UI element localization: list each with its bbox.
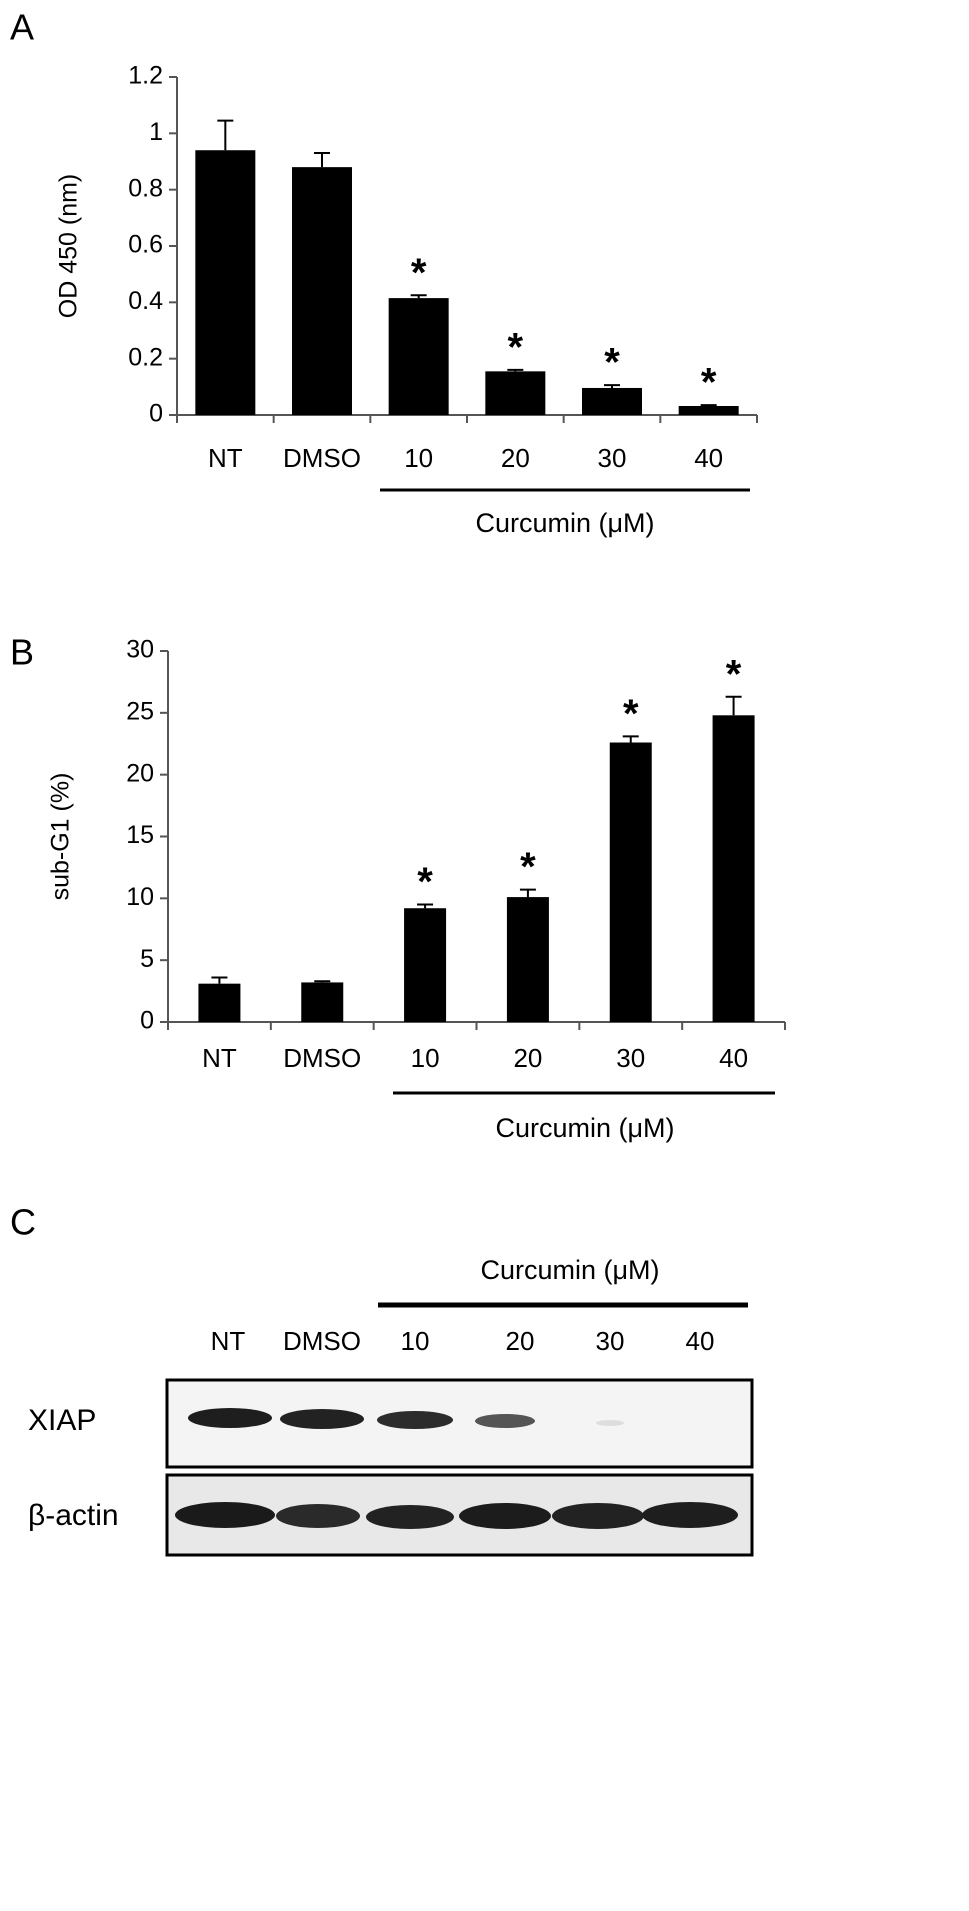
error-bar bbox=[622, 735, 639, 743]
group-label: Curcumin (μM) bbox=[480, 1255, 659, 1285]
error-bar bbox=[519, 888, 536, 898]
y-tick-label: 0.2 bbox=[128, 343, 163, 371]
y-tick-label: 5 bbox=[140, 945, 154, 973]
y-axis-label: OD 450 (nm) bbox=[55, 174, 83, 318]
panel-label: B bbox=[10, 632, 34, 673]
bar bbox=[506, 897, 549, 1022]
bar bbox=[292, 167, 352, 415]
lane-label: 40 bbox=[686, 1326, 715, 1356]
significance-label: * bbox=[726, 652, 742, 696]
lane-label: NT bbox=[211, 1326, 246, 1356]
bar bbox=[712, 715, 755, 1022]
y-tick-label: 0.4 bbox=[128, 287, 163, 315]
error-bar bbox=[700, 404, 717, 407]
x-tick-label: NT bbox=[202, 1043, 237, 1073]
x-tick-label: 40 bbox=[694, 443, 723, 473]
y-axis-label: sub-G1 (%) bbox=[47, 773, 75, 901]
lane-label: DMSO bbox=[283, 1326, 361, 1356]
x-tick-label: 20 bbox=[513, 1043, 542, 1073]
error-bar bbox=[211, 976, 228, 984]
lane-label: 10 bbox=[401, 1326, 430, 1356]
significance-label: * bbox=[508, 325, 524, 369]
bar bbox=[609, 742, 652, 1022]
x-tick-label: 30 bbox=[598, 443, 627, 473]
x-tick-label: 20 bbox=[501, 443, 530, 473]
row-label: β-actin bbox=[28, 1499, 119, 1532]
x-tick-label: 40 bbox=[719, 1043, 748, 1073]
error-bar bbox=[417, 903, 434, 909]
significance-label: * bbox=[604, 341, 620, 385]
y-tick-label: 15 bbox=[126, 821, 154, 849]
bar bbox=[404, 908, 447, 1022]
x-tick-label: DMSO bbox=[283, 1043, 361, 1073]
blot-actin bbox=[165, 1473, 754, 1557]
bar bbox=[678, 405, 739, 415]
error-bar bbox=[725, 695, 742, 716]
y-tick-label: 0.8 bbox=[128, 174, 163, 202]
significance-label: * bbox=[411, 251, 427, 295]
x-tick-label: DMSO bbox=[283, 443, 361, 473]
blot-xiap bbox=[165, 1378, 754, 1469]
lane-label: 20 bbox=[506, 1326, 535, 1356]
x-tick-label: 10 bbox=[411, 1043, 440, 1073]
y-tick-label: 1.2 bbox=[128, 62, 163, 90]
x-tick-label: 30 bbox=[616, 1043, 645, 1073]
bar bbox=[485, 371, 546, 415]
y-tick-label: 0.6 bbox=[128, 231, 163, 259]
row-label: XIAP bbox=[28, 1404, 96, 1437]
error-bar bbox=[604, 384, 620, 388]
significance-label: * bbox=[520, 845, 536, 889]
error-bar bbox=[314, 152, 330, 168]
bar bbox=[582, 387, 642, 415]
error-bar bbox=[314, 980, 331, 983]
significance-label: * bbox=[701, 361, 717, 405]
y-tick-label: 0 bbox=[149, 400, 163, 428]
error-bar bbox=[410, 294, 427, 299]
error-bar bbox=[507, 368, 524, 372]
group-label: Curcumin (μM) bbox=[475, 508, 654, 538]
y-tick-label: 20 bbox=[126, 759, 154, 787]
x-tick-label: 10 bbox=[404, 443, 433, 473]
x-tick-label: NT bbox=[208, 443, 243, 473]
bar bbox=[388, 298, 449, 415]
panel-label: C bbox=[10, 1202, 36, 1243]
panel-label: A bbox=[10, 7, 34, 48]
group-label: Curcumin (μM) bbox=[495, 1113, 674, 1143]
bar bbox=[198, 983, 241, 1022]
y-tick-label: 10 bbox=[126, 883, 154, 911]
y-tick-label: 25 bbox=[126, 697, 154, 725]
significance-label: * bbox=[623, 692, 639, 736]
y-tick-label: 0 bbox=[140, 1007, 154, 1035]
bar bbox=[301, 982, 344, 1022]
bar bbox=[195, 150, 256, 415]
y-tick-label: 30 bbox=[126, 636, 154, 664]
error-bar bbox=[217, 119, 234, 151]
y-tick-label: 1 bbox=[149, 118, 163, 146]
lane-label: 30 bbox=[596, 1326, 625, 1356]
significance-label: * bbox=[417, 860, 433, 904]
